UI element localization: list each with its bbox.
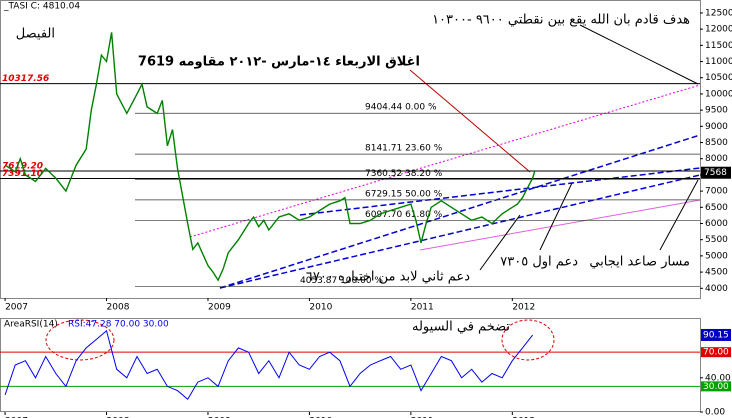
trend-line bbox=[299, 167, 701, 216]
highlight bbox=[501, 319, 555, 361]
level-box bbox=[701, 381, 731, 392]
x-tick-label: 2011 bbox=[411, 303, 434, 313]
y-tick-label: 4000 bbox=[705, 284, 728, 294]
y-tick-label: 7000 bbox=[705, 187, 728, 197]
arrow bbox=[659, 179, 699, 251]
arrow bbox=[579, 24, 699, 85]
y-tick-label: 0.00 bbox=[705, 408, 725, 418]
series-line bbox=[4, 329, 533, 400]
arrow bbox=[409, 69, 531, 173]
y-tick-label: 6500 bbox=[705, 203, 728, 213]
y-tick-label: 12500 bbox=[705, 8, 732, 18]
subtitle: الفيصل bbox=[16, 27, 55, 42]
highlight bbox=[45, 319, 115, 361]
y-tick-label: 4500 bbox=[705, 268, 728, 278]
fib-label: 8141.71 23.60 % bbox=[365, 144, 443, 154]
fib-label: 9404.44 0.00 % bbox=[365, 103, 437, 113]
rsi-legend: RSI:47.28 70.00 30.00 bbox=[68, 320, 169, 330]
value-label: 90.15 bbox=[703, 330, 729, 340]
rsi-title: AreaRSI(14) bbox=[4, 320, 58, 330]
x-tick-label: 2012 bbox=[512, 303, 535, 313]
y-tick-label: 5500 bbox=[705, 235, 728, 245]
fib-label: 6097.70 61.80 % bbox=[365, 210, 443, 220]
fib-label: 7360.52 38.20 % bbox=[365, 169, 443, 179]
arrow bbox=[479, 214, 521, 271]
y-tick-label: 9500 bbox=[705, 106, 728, 116]
x-tick-label: 2009 bbox=[208, 303, 231, 313]
price-label: 7568 bbox=[704, 168, 727, 178]
annotation: مسار صاعد ايجابي bbox=[589, 255, 690, 270]
y-tick-label: 10500 bbox=[705, 73, 732, 83]
x-tick-label: 2007 bbox=[5, 417, 28, 418]
x-tick-label: 2007 bbox=[5, 303, 28, 313]
level-box bbox=[701, 347, 731, 358]
trend-line bbox=[219, 174, 701, 289]
x-tick-label: 2008 bbox=[107, 417, 130, 418]
annotation: دعم اول ٧٣٠٥ bbox=[500, 255, 578, 270]
h-line-label: 7391.10 bbox=[2, 169, 43, 179]
y-tick-label: 11000 bbox=[705, 57, 732, 67]
y-tick-label: 10000 bbox=[705, 89, 732, 99]
annotation: هدف قادم بان الله يقع بين نقطتي ٩٦٠٠ -١٠… bbox=[432, 13, 690, 28]
annotation: دعم ثاني لابد من اختباره ٦٧٠٠ bbox=[306, 270, 470, 285]
h-line-label: 10317.56 bbox=[2, 74, 49, 84]
y-tick-label: 11500 bbox=[705, 41, 732, 51]
x-tick-label: 2008 bbox=[107, 303, 130, 313]
x-tick-label: 2011 bbox=[411, 417, 434, 418]
annotation: تضخم في السيوله bbox=[412, 320, 510, 335]
y-tick-label: 6000 bbox=[705, 219, 728, 229]
x-tick-label: 2010 bbox=[309, 303, 332, 313]
x-tick-label: 2012 bbox=[512, 417, 535, 418]
series-line bbox=[4, 32, 536, 282]
fib-label: 4053.87 100.00 % bbox=[300, 276, 383, 286]
y-tick-label: 8000 bbox=[705, 154, 728, 164]
x-tick-label: 2010 bbox=[309, 417, 332, 418]
level-label: 70.00 bbox=[703, 348, 729, 358]
level-label: 30.00 bbox=[703, 382, 729, 392]
y-tick-label: 5000 bbox=[705, 251, 728, 261]
trend-line bbox=[419, 199, 701, 251]
rsi-panel bbox=[0, 318, 701, 412]
y-tick-label: 8500 bbox=[705, 138, 728, 148]
trend-line bbox=[219, 134, 701, 289]
value-box bbox=[701, 328, 731, 341]
y-tick-label: 40.00 bbox=[705, 373, 731, 383]
price-box bbox=[701, 166, 731, 179]
price-panel bbox=[0, 0, 701, 299]
trend-line bbox=[189, 84, 701, 238]
fib-label: 6729.15 50.00 % bbox=[365, 189, 443, 199]
arrow bbox=[539, 182, 573, 251]
chart-title: _TASI C: 4810.04 bbox=[3, 2, 80, 12]
annotation: اغلاق الاربعاء ١٤-مارس -٢٠١٢ مقاومه 7619 bbox=[138, 55, 420, 70]
y-tick-label: 12000 bbox=[705, 25, 732, 35]
y-tick-label: 9000 bbox=[705, 122, 728, 132]
x-tick-label: 2009 bbox=[208, 417, 231, 418]
